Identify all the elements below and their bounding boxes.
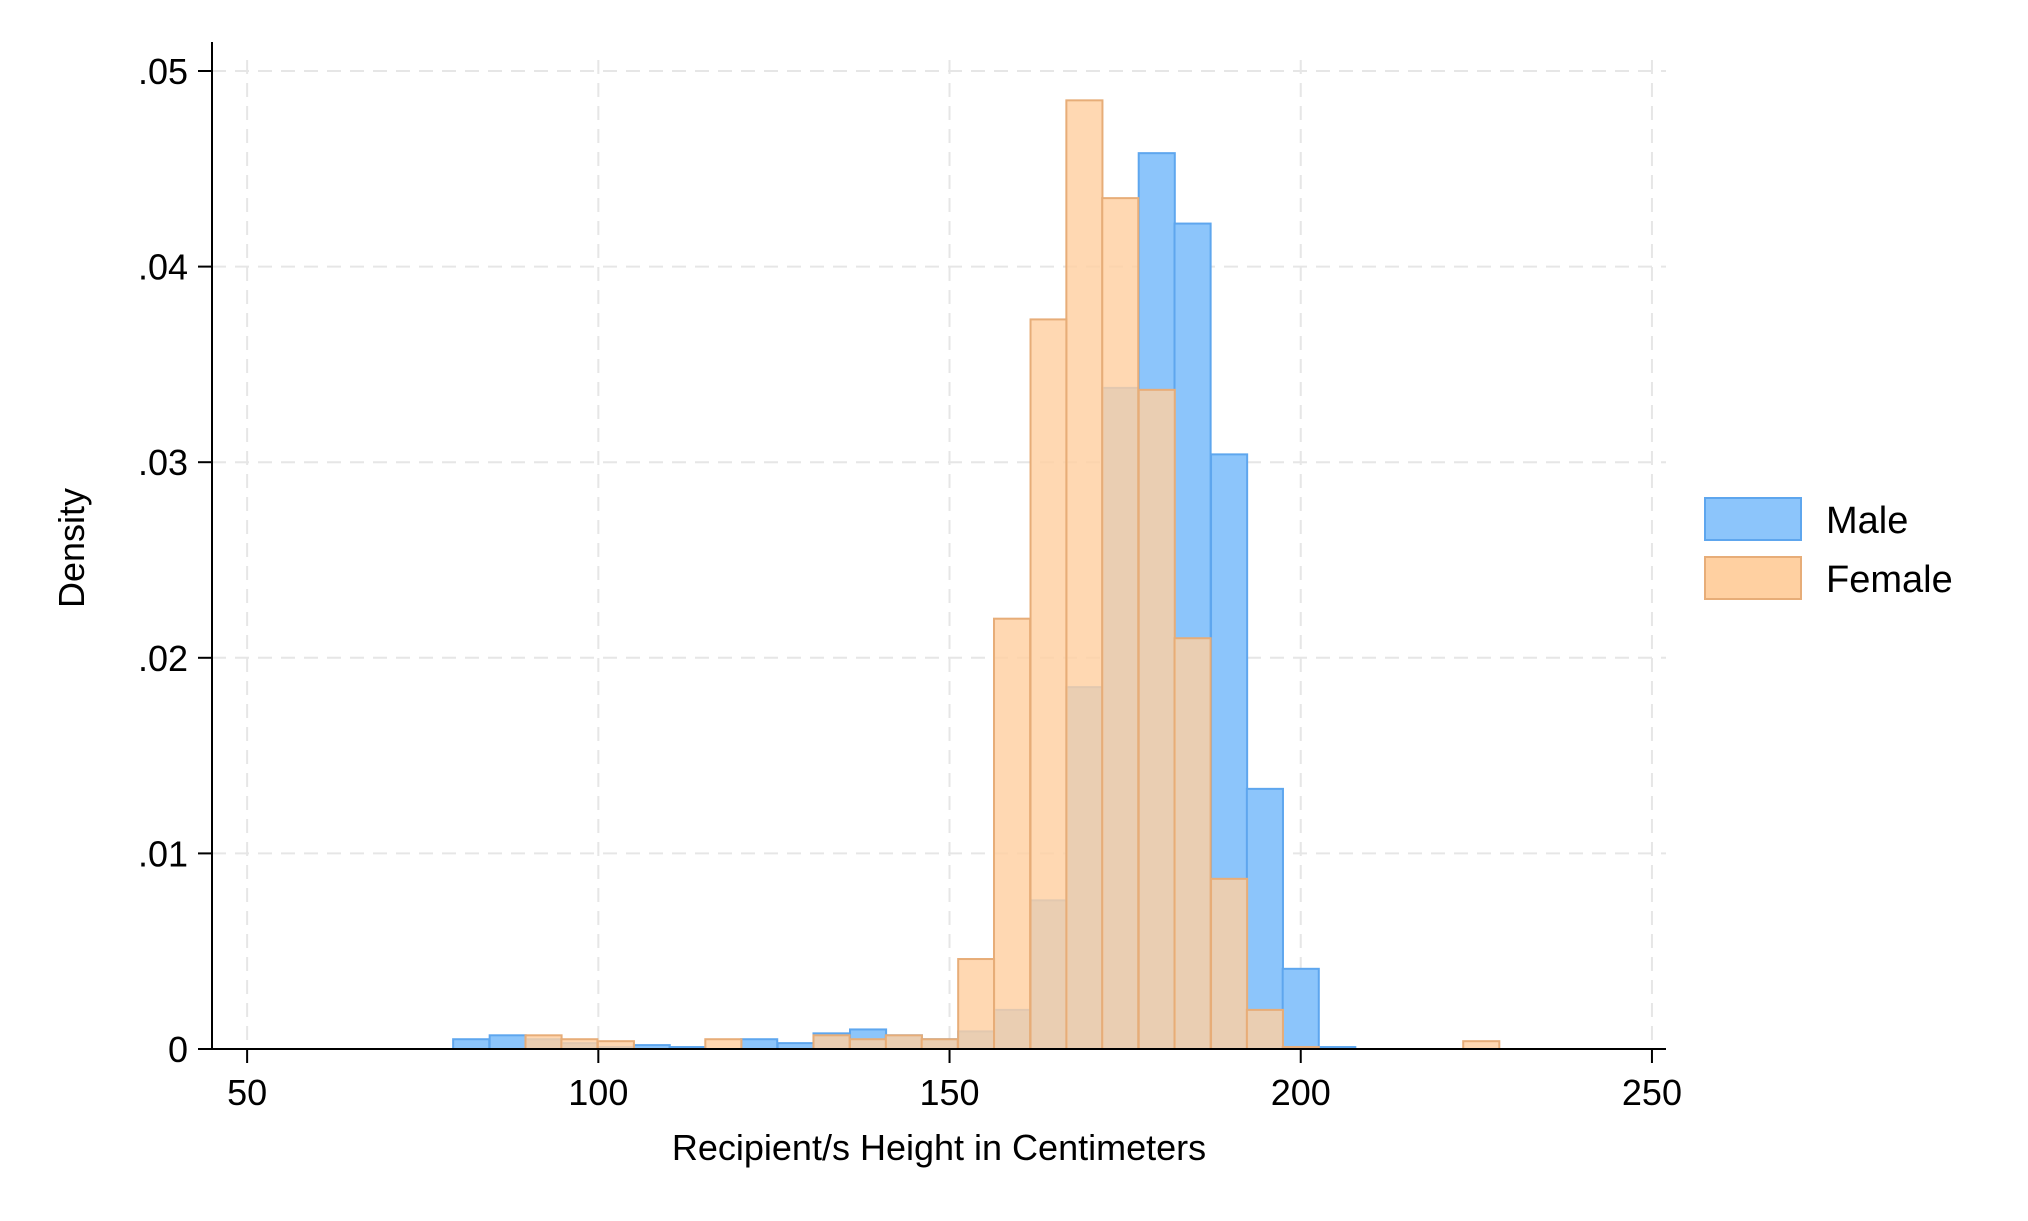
y-tick-label: .03 bbox=[138, 442, 188, 483]
male-bar bbox=[740, 1038, 779, 1050]
legend-swatch-female bbox=[1704, 556, 1802, 600]
x-tick-label: 50 bbox=[227, 1072, 267, 1113]
female-bar bbox=[524, 1034, 563, 1050]
female-bar bbox=[1065, 99, 1104, 1050]
male-bar bbox=[1281, 967, 1320, 1051]
female-bar bbox=[1137, 388, 1176, 1050]
female-bar bbox=[596, 1040, 635, 1051]
x-axis-label: Recipient/s Height in Centimeters bbox=[672, 1127, 1206, 1168]
male-bar bbox=[452, 1038, 491, 1050]
legend-swatch-male bbox=[1704, 497, 1802, 541]
x-tick-label: 200 bbox=[1271, 1072, 1331, 1113]
female-bar bbox=[1245, 1008, 1284, 1051]
female-bar bbox=[1462, 1040, 1501, 1051]
x-tick-label: 100 bbox=[568, 1072, 628, 1113]
tick-labels: 50 100 150 200 250 0 .01 .02 .03 .04 .05 bbox=[138, 51, 1682, 1113]
x-tick-label: 150 bbox=[919, 1072, 979, 1113]
y-tick-label: 0 bbox=[168, 1029, 188, 1070]
axes bbox=[211, 42, 1666, 1050]
female-bar bbox=[957, 958, 996, 1050]
female-bar bbox=[849, 1038, 888, 1050]
female-bars bbox=[524, 99, 1501, 1051]
female-bar bbox=[1210, 877, 1249, 1050]
legend-label-male: Male bbox=[1826, 500, 1908, 542]
y-tick-label: .05 bbox=[138, 51, 188, 92]
legend-label-female: Female bbox=[1826, 559, 1953, 601]
female-bar bbox=[560, 1038, 599, 1050]
female-bar bbox=[920, 1038, 959, 1050]
female-bar bbox=[1173, 637, 1212, 1050]
y-tick-label: .04 bbox=[138, 247, 188, 288]
female-bar bbox=[884, 1034, 923, 1050]
female-bar bbox=[992, 617, 1032, 1050]
y-tick-label: .02 bbox=[138, 638, 188, 679]
y-tick-label: .01 bbox=[138, 833, 188, 874]
female-bar bbox=[812, 1034, 851, 1050]
female-bar bbox=[704, 1038, 743, 1050]
grid-lines bbox=[212, 60, 1666, 1049]
legend: Male Female bbox=[1704, 497, 1953, 601]
y-axis-label: Density bbox=[51, 488, 92, 608]
x-tick-label: 250 bbox=[1622, 1072, 1682, 1113]
female-bar bbox=[1101, 197, 1140, 1050]
female-bar bbox=[1029, 318, 1068, 1050]
male-bar bbox=[488, 1034, 527, 1050]
